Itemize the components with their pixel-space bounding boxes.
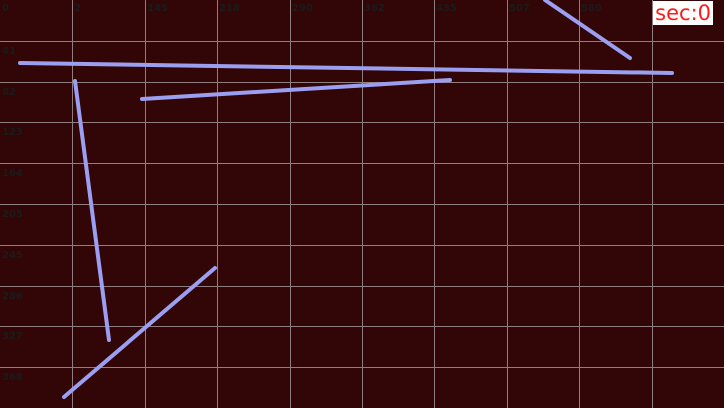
x-axis-label: 0 <box>2 3 9 14</box>
y-axis-label: 245 <box>2 250 23 261</box>
stroke-line <box>543 0 632 60</box>
x-axis-label: 290 <box>292 3 313 14</box>
y-axis-label: 82 <box>2 87 16 98</box>
y-axis-label: 205 <box>2 209 23 220</box>
stroke-line <box>73 79 111 342</box>
x-axis-label: 145 <box>147 3 168 14</box>
x-axis-label: 507 <box>509 3 530 14</box>
x-axis-label: 218 <box>219 3 240 14</box>
y-axis-label: 123 <box>2 127 23 138</box>
x-axis-labels: 0 2 145 218 290 362 435 507 580 <box>2 3 602 14</box>
y-axis-labels: 41 82 123 164 205 245 286 327 368 <box>2 46 23 383</box>
y-axis-label: 368 <box>2 372 23 383</box>
y-axis-label: 41 <box>2 46 16 57</box>
stroke-line <box>18 61 674 75</box>
x-axis-label: 2 <box>74 3 81 14</box>
drawn-strokes <box>18 0 674 399</box>
stroke-line <box>62 266 217 399</box>
y-axis-label: 164 <box>2 168 23 179</box>
stroke-line <box>140 78 452 101</box>
x-axis-label: 362 <box>364 3 385 14</box>
x-axis-label: 580 <box>581 3 602 14</box>
x-axis-label: 435 <box>436 3 457 14</box>
y-axis-label: 327 <box>2 331 23 342</box>
timer-display: sec:0 <box>653 1 713 25</box>
y-axis-label: 286 <box>2 291 23 302</box>
